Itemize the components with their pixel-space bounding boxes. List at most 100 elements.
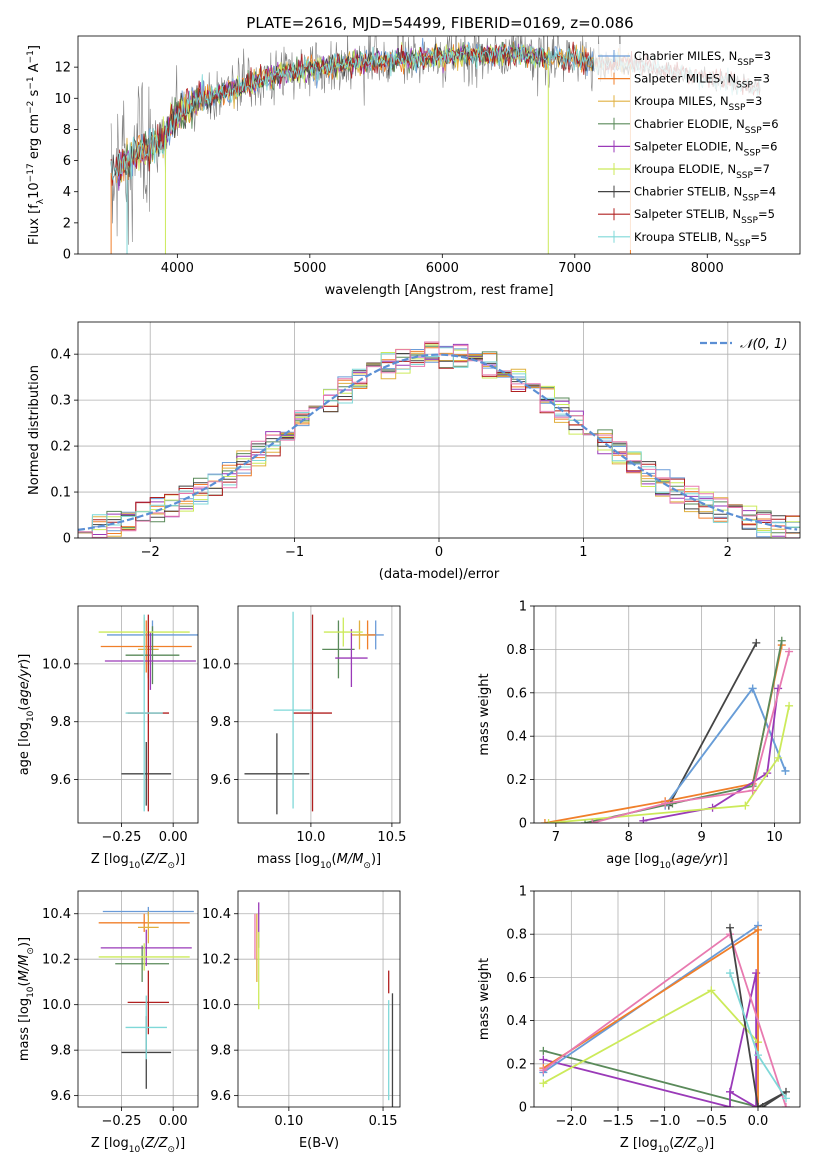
x-tick-label: −0.5 — [696, 1114, 728, 1129]
label-part: ⊙ — [167, 1145, 175, 1155]
x-tick-label: 0.15 — [369, 1114, 398, 1129]
point-marker — [741, 801, 750, 810]
point-marker — [758, 1103, 767, 1107]
y-tick-label: 10.2 — [42, 953, 71, 968]
label-part: Z/Z — [144, 1136, 168, 1151]
point-marker — [781, 766, 790, 775]
y-tick-label: 0.2 — [506, 1057, 527, 1072]
y-tick-label: 0 — [63, 248, 71, 263]
axes-frame — [237, 605, 401, 824]
label-part: M/M — [17, 955, 32, 982]
label-part: SSP — [741, 216, 758, 226]
plot-area — [254, 902, 394, 1107]
label-part: ] — [27, 45, 42, 50]
label-part: Z/Z — [144, 852, 168, 867]
label-part: ⊙ — [363, 861, 371, 871]
x-axis-label: Z [log10(Z/Z⊙)] — [620, 1136, 714, 1155]
point-marker — [544, 819, 553, 823]
x-tick-label: 8000 — [691, 261, 724, 276]
label-part: SSP — [737, 58, 754, 68]
y-tick-label: 1 — [519, 885, 527, 900]
y-tick-label: 9.8 — [210, 1044, 231, 1059]
y-axis-label: mass [log10(M/M⊙)] — [17, 937, 36, 1061]
label-part: ( — [17, 981, 32, 986]
label-part: age [log — [17, 722, 32, 775]
x-tick-label: 5000 — [293, 261, 326, 276]
y-tick-label: 0.4 — [506, 1014, 527, 1029]
label-part: SSP — [736, 171, 753, 181]
y-tick-label: 0 — [63, 532, 71, 547]
y-tick-label: 10.0 — [42, 998, 71, 1013]
hist-kroupa-stelib — [78, 347, 800, 538]
figure-title: PLATE=2616, MJD=54499, FIBERID=0169, z=0… — [246, 14, 633, 32]
y-tick-label: 0 — [519, 1101, 527, 1116]
y-axis-label: age [log10(age/yr)] — [17, 654, 36, 776]
y-tick-label: 6 — [63, 154, 71, 169]
label-part: Salpeter STELIB, N — [634, 207, 741, 221]
point-marker — [754, 1051, 762, 1060]
x-tick-label: 0.0 — [748, 1114, 769, 1129]
y-tick-label: 9.8 — [50, 715, 71, 730]
plot-area — [539, 921, 790, 1107]
label-part: =5 — [750, 230, 767, 244]
x-tick-label: 7 — [552, 830, 560, 845]
series-chabrier-stelib — [729, 927, 787, 1107]
label-part: −2 — [26, 101, 36, 114]
y-tick-label: 0.1 — [50, 486, 71, 501]
series-kroupa-stelib — [664, 686, 787, 807]
x-tick-label: 4000 — [161, 261, 194, 276]
point-marker — [661, 799, 670, 808]
label-part: )] — [17, 937, 32, 947]
point-marker — [540, 819, 549, 823]
label-part: age [log — [606, 852, 659, 867]
x-tick-label: −0.25 — [102, 830, 142, 845]
y-tick-label: 10.2 — [202, 953, 231, 968]
x-tick-label: −1.0 — [649, 1114, 681, 1129]
label-part: )] — [175, 852, 185, 867]
label-part: 10 — [658, 1145, 670, 1155]
label-part: Chabrier ELODIE, N — [634, 117, 745, 131]
label-part: s — [27, 89, 42, 100]
label-part: Kroupa MILES, N — [634, 94, 729, 108]
y-tick-label: 4 — [63, 185, 71, 200]
label-part: =6 — [761, 139, 778, 153]
x-tick-label: −0.25 — [102, 1114, 142, 1129]
legend-entry: Kroupa MILES, NSSP=3 — [634, 94, 762, 113]
label-part: 10 — [320, 861, 332, 871]
label-part: SSP — [736, 81, 753, 91]
label-part: 10 — [129, 1145, 141, 1155]
legend-entry: Chabrier MILES, NSSP=3 — [634, 49, 771, 68]
label-part: Kroupa STELIB, N — [634, 230, 734, 244]
label-part: 10 — [129, 861, 141, 871]
y-tick-label: 10.4 — [42, 907, 71, 922]
legend-entry: 𝒩(0, 1) — [740, 337, 787, 352]
point-marker — [782, 1094, 790, 1103]
x-tick-label: −1 — [285, 545, 304, 560]
series-pink — [592, 651, 790, 823]
x-axis-label: mass [log10(M/M⊙)] — [257, 852, 381, 871]
x-tick-label: 8 — [625, 830, 633, 845]
label-part: Z [log — [91, 1136, 129, 1151]
x-tick-label: 2 — [724, 545, 732, 560]
label-part: Z/Z — [673, 1136, 697, 1151]
point-marker — [748, 684, 757, 693]
series-kroupa-elodie — [548, 705, 790, 823]
y-tick-label: 0.4 — [506, 730, 527, 745]
y-tick-label: 0.3 — [50, 394, 71, 409]
x-axis-label: age [log10(age/yr)] — [606, 852, 728, 871]
x-axis-label: (data-model)/error — [379, 567, 500, 582]
point-marker — [588, 819, 597, 823]
label-part: mass [log — [257, 852, 320, 867]
point-marker — [748, 786, 757, 795]
point-marker — [726, 969, 734, 978]
y-tick-label: 9.8 — [210, 715, 231, 730]
label-part: 10 — [659, 861, 671, 871]
axes-frame — [77, 890, 199, 1108]
label-part: A — [27, 63, 42, 76]
legend-entry: Kroupa STELIB, NSSP=5 — [634, 230, 767, 249]
label-part: )] — [17, 654, 32, 664]
point-marker — [726, 923, 734, 932]
label-part: =3 — [745, 94, 762, 108]
